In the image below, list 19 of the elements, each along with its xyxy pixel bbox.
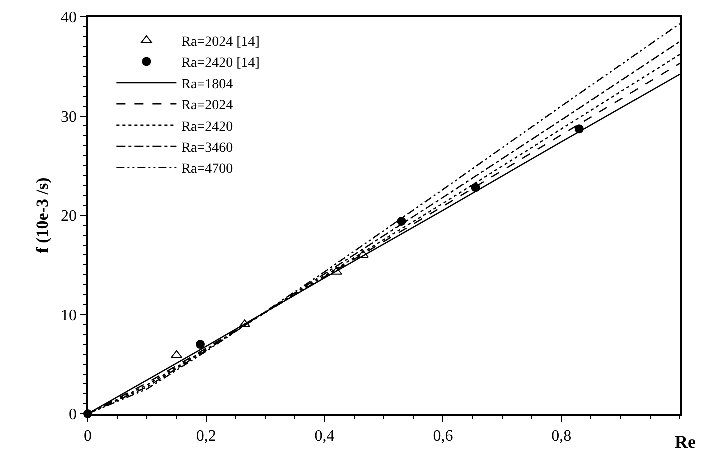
legend-label: Ra=2024 [14]: [182, 35, 260, 50]
legend-label: Ra=3460: [182, 141, 234, 156]
legend-label: Ra=4700: [182, 162, 234, 178]
x-axis-title: Re: [675, 432, 696, 452]
x-tick-label: 0,6: [433, 428, 454, 445]
x-tick-label: 0: [84, 428, 92, 445]
x-tick-label: 0,4: [314, 428, 335, 445]
y-tick-label: 10: [61, 307, 78, 324]
y-tick-label: 40: [61, 10, 78, 27]
legend-label: Ra=2024: [182, 98, 234, 114]
y-axis-title: f (10e-3 /s): [33, 178, 52, 254]
y-tick-label: 20: [61, 208, 78, 226]
y-tick-label: 30: [61, 108, 78, 126]
x-tick-label: 0,2: [196, 428, 216, 445]
x-tick-label: 0,8: [552, 428, 572, 445]
y-tick-label: 0: [69, 406, 78, 424]
legend-label: Ra=2420 [14]: [182, 56, 260, 72]
legend-label: Ra=1804: [182, 77, 234, 92]
legend-label: Ra=2420: [182, 120, 234, 135]
